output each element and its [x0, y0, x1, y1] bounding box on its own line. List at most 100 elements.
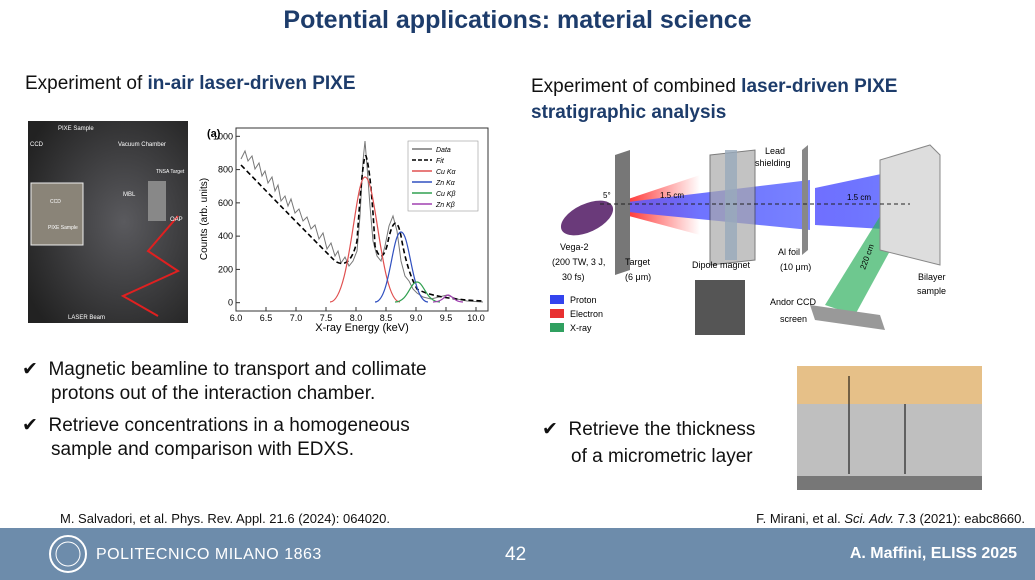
legend-label: Zn Kα	[435, 180, 456, 187]
zn-ka-curve	[374, 231, 429, 303]
label: 1.5 cm	[660, 191, 684, 200]
zn-kb-curve	[432, 294, 464, 303]
photo-label: MBL	[123, 192, 136, 198]
heading-bold: laser-driven PIXE	[741, 76, 898, 97]
lead-shielding	[725, 150, 737, 260]
photo-label: CCD	[50, 199, 61, 205]
label: (200 TW, 3 J,	[552, 257, 605, 267]
bullet: ✔ Retrieve the thickness of a micrometric…	[542, 419, 756, 467]
x-tick-label: 6.5	[260, 313, 273, 323]
ref-journal: Sci. Adv.	[844, 511, 895, 526]
x-tick-label: 8.0	[350, 313, 363, 323]
legend-label: Zn Kβ	[435, 202, 455, 209]
logo	[49, 535, 87, 573]
ref-text: F. Mirani, et al.	[756, 511, 845, 526]
x-tick-label: 8.5	[380, 313, 393, 323]
left-heading: Experiment of in-air laser-driven PIXE	[25, 73, 356, 95]
plot-frame	[235, 127, 489, 312]
cu-kb-curve	[394, 281, 441, 303]
sem-image	[797, 366, 982, 490]
label: (10 μm)	[780, 262, 811, 272]
photo-label: LASER Beam	[68, 315, 105, 321]
legend-label: Fit	[436, 158, 445, 165]
x-tick-label: 7.0	[290, 313, 303, 323]
reference: F. Mirani, et al. Sci. Adv. 7.3 (2021): …	[756, 511, 1025, 526]
y-tick-label: 600	[218, 198, 233, 208]
label: Lead	[765, 146, 785, 156]
legend-box	[407, 140, 479, 212]
y-tick-label: 1000	[213, 131, 233, 141]
y-axis-label: Counts (arb. units)	[199, 178, 210, 260]
target-plate	[615, 150, 630, 275]
label: Vega-2	[560, 242, 589, 252]
label: Target	[625, 257, 651, 267]
x-tick-label: 10.0	[467, 313, 485, 323]
legend-swatch	[550, 323, 564, 332]
bullet-line: sample and comparison with EDXS.	[51, 439, 355, 460]
y-tick-label: 400	[218, 231, 233, 241]
label: sample	[917, 286, 946, 296]
y-tick-label: 0	[228, 298, 233, 308]
schematic: Lead shielding 5° 1.5 cm 1.5 cm Vega-2 (…	[550, 144, 946, 335]
heading-text: Experiment of combined	[531, 76, 742, 97]
reference: M. Salvadori, et al. Phys. Rev. Appl. 21…	[60, 511, 391, 526]
label: Bilayer	[918, 272, 946, 282]
legend-swatch	[550, 309, 564, 318]
legend-swatch	[550, 295, 564, 304]
label: screen	[780, 314, 807, 324]
magnet-photo	[695, 280, 745, 335]
label: Al foil	[778, 247, 800, 257]
heading-bold: in-air laser-driven PIXE	[147, 73, 356, 94]
label: 1.5 cm	[847, 193, 871, 202]
label: Andor CCD	[770, 297, 817, 307]
ref-text: 7.3 (2021): eabc8660.	[894, 511, 1025, 526]
photo-label: PIXE Sample	[48, 225, 78, 231]
page-number: 42	[505, 544, 527, 565]
heading-bold: stratigraphic analysis	[531, 102, 727, 123]
label: Dipole magnet	[692, 260, 751, 270]
bilayer-sample	[879, 144, 941, 266]
fit-curve	[240, 155, 484, 302]
y-tick-label: 800	[218, 165, 233, 175]
ccd-screen	[810, 305, 885, 330]
slide-title: Potential applications: material science	[283, 6, 752, 34]
right-heading: Experiment of combined laser-driven PIXE…	[531, 74, 897, 126]
y-tick-label: 200	[218, 264, 233, 274]
legend-label: Data	[436, 147, 451, 154]
heading-text: Experiment of	[25, 73, 148, 94]
legend-label: Proton	[570, 295, 597, 305]
spectrum-plot: (a) X-ray Energy (keV) Counts (arb. unit…	[199, 127, 489, 334]
bullet: ✔ Magnetic beamline to transport and col…	[22, 359, 427, 404]
label: 5°	[603, 191, 611, 200]
photo-label: Vacuum Chamber	[118, 142, 166, 148]
setup-photo: PIXE Sample Vacuum Chamber CCD TNSA Targ…	[28, 121, 188, 323]
bullet-line: Retrieve concentrations in a homogeneous	[48, 415, 410, 436]
label: shielding	[755, 158, 791, 168]
x-tick-label: 6.0	[230, 313, 243, 323]
legend-label: X-ray	[570, 323, 592, 333]
laser-pulse	[560, 200, 614, 236]
label: (6 μm)	[625, 272, 651, 282]
x-tick-label: 7.5	[320, 313, 333, 323]
x-axis-label: X-ray Energy (keV)	[315, 322, 409, 334]
bullet: ✔ Retrieve concentrations in a homogeneo…	[22, 415, 410, 460]
x-tick-label: 9.5	[440, 313, 453, 323]
bullet-line: of a micrometric layer	[571, 446, 753, 467]
photo-label: TNSA Target	[156, 169, 185, 175]
bullet-line: Retrieve the thickness	[568, 419, 756, 440]
footer: POLITECNICO MILANO 1863 42 A. Maffini, E…	[0, 528, 1035, 580]
panel-label: (a)	[207, 128, 221, 140]
legend-label: Cu Kβ	[436, 191, 456, 198]
bullet-line: Magnetic beamline to transport and colli…	[48, 359, 427, 380]
al-foil	[802, 145, 808, 255]
x-tick-label: 9.0	[410, 313, 423, 323]
photo-label: CCD	[30, 142, 44, 148]
institution: POLITECNICO MILANO 1863	[96, 546, 322, 563]
photo-label: PIXE Sample	[58, 126, 94, 132]
author: A. Maffini, ELISS 2025	[849, 545, 1017, 562]
cu-ka-curve	[329, 176, 401, 303]
legend-label: Cu Kα	[436, 169, 457, 176]
label: 30 fs)	[562, 272, 585, 282]
photo-label: OAP	[170, 217, 183, 223]
